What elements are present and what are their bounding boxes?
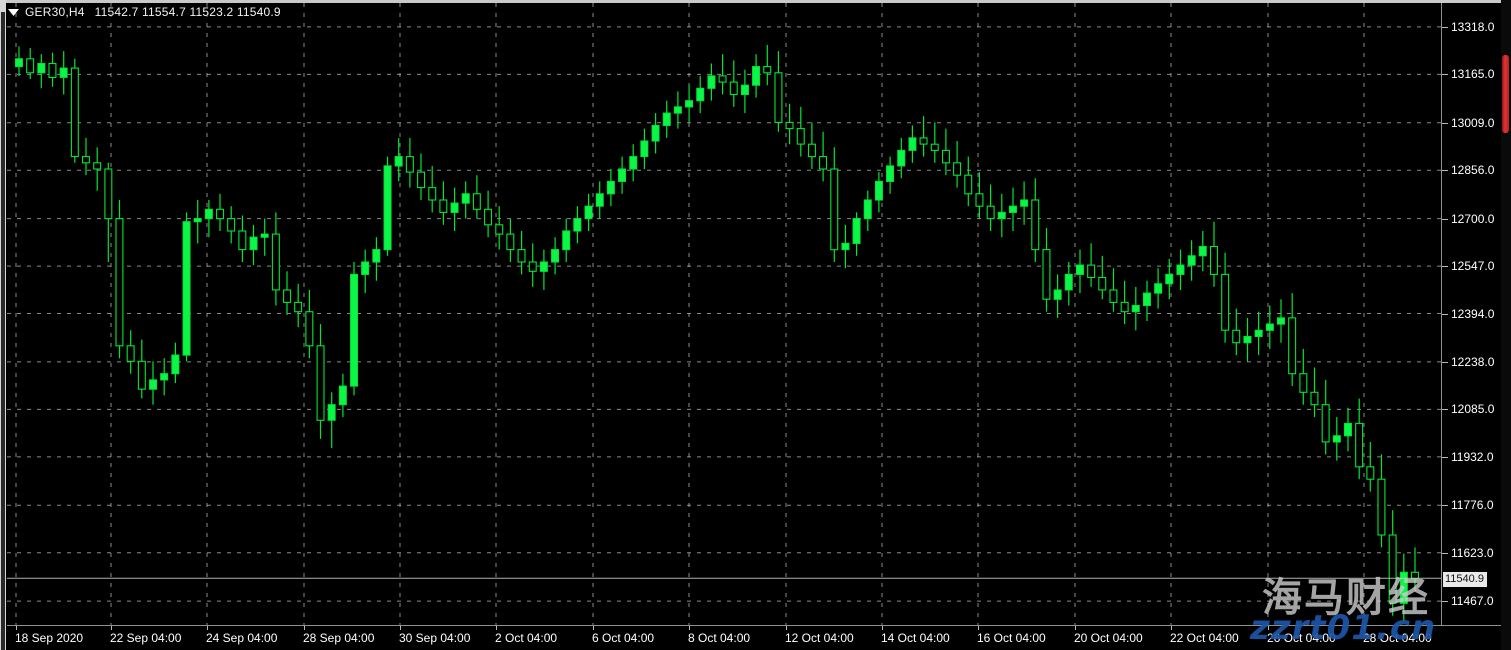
time-axis-label: 24 Sep 04:00 <box>206 631 278 645</box>
left-scrollbar[interactable] <box>0 0 6 650</box>
time-axis-label: 18 Sep 2020 <box>15 631 84 645</box>
time-axis-tick <box>111 626 112 630</box>
left-scrollbar-track[interactable] <box>1 12 5 650</box>
time-axis-label: 26 Oct 04:00 <box>1267 631 1336 645</box>
price-axis-label: 13318.0 <box>1451 19 1495 34</box>
price-axis-tick <box>1442 601 1448 603</box>
chart-ohlc-label: 11542.7 11554.7 11523.2 11540.9 <box>94 5 281 19</box>
price-axis-label: 12700.0 <box>1451 211 1495 226</box>
time-axis-tick <box>1268 626 1269 630</box>
triangle-down-icon[interactable] <box>8 8 19 16</box>
price-axis-tick <box>1442 170 1448 172</box>
price-axis-tick <box>1442 266 1448 268</box>
price-axis-tick <box>1442 122 1448 124</box>
time-axis-label: 14 Oct 04:00 <box>881 631 950 645</box>
candlestick-canvas <box>7 3 1441 625</box>
time-axis-tick <box>1075 626 1076 630</box>
quote-bar: GER30,H4 11542.7 11554.7 11523.2 11540.9 <box>8 5 281 19</box>
time-axis-tick <box>1171 626 1172 630</box>
price-axis-label: 11467.0 <box>1451 594 1494 609</box>
time-axis-tick <box>978 626 979 630</box>
time-axis-label: 30 Sep 04:00 <box>399 631 471 645</box>
time-axis-label: 8 Oct 04:00 <box>688 631 751 645</box>
time-axis-tick <box>689 626 690 630</box>
price-axis-label: 12856.0 <box>1451 163 1495 178</box>
time-axis-tick <box>882 626 883 630</box>
price-axis-label: 11623.0 <box>1451 545 1494 560</box>
chart-plot-area[interactable] <box>7 3 1441 625</box>
time-axis-label: 16 Oct 04:00 <box>977 631 1046 645</box>
price-axis-label: 11776.0 <box>1451 498 1494 513</box>
time-axis-label: 22 Sep 04:00 <box>110 631 182 645</box>
price-axis-tick <box>1442 409 1448 411</box>
time-axis-label: 28 Sep 04:00 <box>303 631 375 645</box>
time-axis-tick <box>496 626 497 630</box>
window-top-border <box>6 0 1501 3</box>
price-axis-label: 12238.0 <box>1451 354 1495 369</box>
price-axis-tick <box>1442 505 1448 507</box>
time-axis-label: 28 Oct 04:00 <box>1363 631 1432 645</box>
time-axis[interactable]: 18 Sep 2020 22 Sep 04:00 24 Sep 04:00 28 Se… <box>7 625 1501 650</box>
time-axis-tick <box>786 626 787 630</box>
price-axis-tick <box>1442 313 1448 315</box>
price-axis-tick <box>1442 218 1448 220</box>
chart-symbol-label: GER30,H4 <box>25 5 85 19</box>
time-axis-tick <box>207 626 208 630</box>
time-axis-label: 2 Oct 04:00 <box>495 631 558 645</box>
price-axis-tick <box>1442 74 1448 76</box>
time-axis-label: 20 Oct 04:00 <box>1074 631 1143 645</box>
vertical-scrollbar-thumb[interactable] <box>1502 55 1509 133</box>
price-axis-tick <box>1442 552 1448 554</box>
price-axis[interactable]: 11540.9 13318.0 13165.0 13009.0 12856.0 1270… <box>1441 3 1501 625</box>
time-axis-tick <box>400 626 401 630</box>
price-axis-label: 12547.0 <box>1451 259 1495 274</box>
time-axis-tick <box>593 626 594 630</box>
vertical-scrollbar[interactable] <box>1501 0 1511 650</box>
time-axis-label: 12 Oct 04:00 <box>785 631 854 645</box>
price-axis-label: 12394.0 <box>1451 306 1495 321</box>
price-axis-tick <box>1442 26 1448 28</box>
time-axis-tick <box>304 626 305 630</box>
price-axis-label: 13009.0 <box>1451 115 1495 130</box>
price-axis-label: 11932.0 <box>1451 449 1494 464</box>
price-axis-tick <box>1442 456 1448 458</box>
current-price-tag: 11540.9 <box>1443 572 1487 588</box>
price-axis-label: 13165.0 <box>1451 67 1495 82</box>
time-axis-label: 6 Oct 04:00 <box>592 631 655 645</box>
price-axis-label: 12085.0 <box>1451 402 1495 417</box>
time-axis-label: 22 Oct 04:00 <box>1170 631 1239 645</box>
time-axis-tick <box>1364 626 1365 630</box>
candle-series <box>14 44 1419 622</box>
time-axis-tick <box>16 626 17 630</box>
price-axis-tick <box>1442 361 1448 363</box>
